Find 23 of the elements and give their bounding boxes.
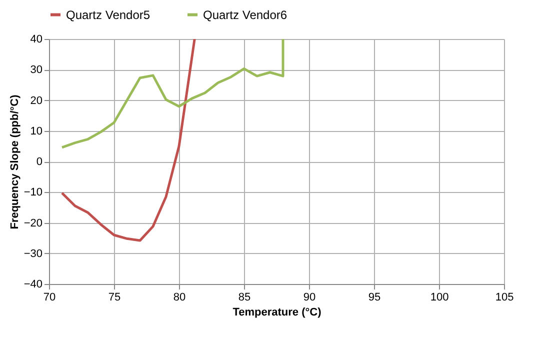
legend-label: Quartz Vendor6 [203, 8, 288, 22]
y-tick-label: 20 [30, 94, 42, 107]
line-series [60, 39, 284, 149]
x-axis-title: Temperature (°C) [232, 306, 322, 318]
x-tick-label: 95 [368, 292, 381, 304]
y-tick-label: 10 [30, 125, 42, 138]
y-tick-label: −30 [24, 248, 42, 260]
y-tick-label: 30 [30, 64, 42, 76]
line-series [60, 39, 196, 242]
y-tick-label: 0 [36, 156, 42, 168]
y-tick-label: −20 [24, 217, 42, 230]
x-tick-label: 100 [430, 292, 449, 304]
y-axis-title: Frequency Slope (ppb/°C) [8, 94, 21, 230]
x-tick-label: 75 [108, 292, 121, 304]
y-tick-label: −40 [24, 278, 42, 290]
y-tick-label: 40 [30, 34, 42, 46]
x-tick-label: 105 [495, 292, 514, 304]
x-tick-label: 90 [303, 292, 316, 304]
y-tick-label: −10 [24, 186, 42, 199]
x-tick-label: 70 [43, 292, 56, 304]
legend-label: Quartz Vendor5 [66, 8, 150, 22]
x-tick-label: 85 [238, 292, 251, 304]
x-tick-label: 80 [173, 292, 186, 304]
